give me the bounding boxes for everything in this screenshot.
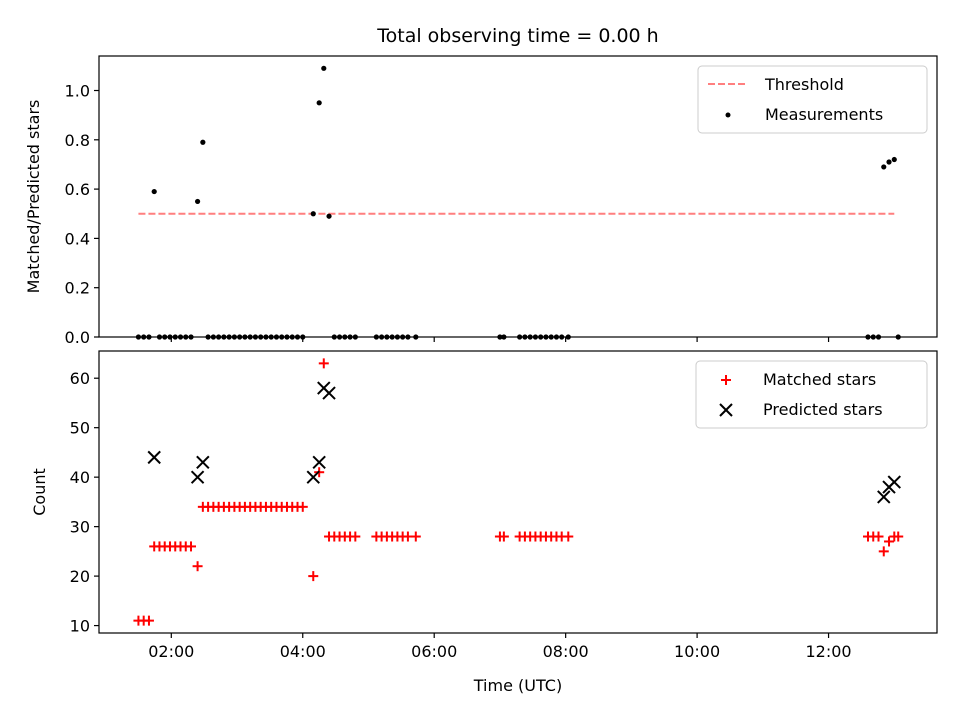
legend-measurements-swatch <box>725 112 731 118</box>
top-legend: Threshold Measurements <box>697 65 928 134</box>
top-y-tick-label: 0.6 <box>65 180 90 199</box>
bottom-x-tick-label: 10:00 <box>674 642 720 661</box>
bottom-y-tick-label: 40 <box>70 468 90 487</box>
matched-star-point <box>186 541 197 552</box>
bottom-y-tick-label: 60 <box>70 369 90 388</box>
matched-star-point <box>873 531 884 542</box>
bottom-x-tick-label: 06:00 <box>411 642 457 661</box>
legend-predicted-swatch <box>719 403 733 417</box>
legend-matched-label: Matched stars <box>763 370 876 389</box>
chart-title: Total observing time = 0.00 h <box>376 25 658 47</box>
matched-star-point <box>350 531 361 542</box>
bottom-axes-frame <box>98 350 938 634</box>
bottom-panel: 10 20 30 40 50 60 02:00 04:00 06:00 08:00 10:00 12… <box>30 350 938 695</box>
matched-star-point <box>498 531 509 542</box>
measurement-point <box>326 213 332 219</box>
top-x-ticks <box>170 337 830 342</box>
matched-star-point <box>893 531 904 542</box>
bottom-x-tick-label: 04:00 <box>280 642 326 661</box>
predicted-star-point <box>306 470 320 484</box>
matched-star-point <box>563 531 574 542</box>
top-y-axis-label: Matched/Predicted stars <box>24 100 43 294</box>
bottom-y-tick-label: 50 <box>70 419 90 438</box>
measurement-point <box>310 211 316 217</box>
bottom-plot-area <box>133 358 904 626</box>
matched-star-point <box>143 615 154 626</box>
measurement-point <box>194 198 201 205</box>
predicted-star-point <box>877 490 891 504</box>
bottom-y-tick-label: 30 <box>70 518 90 537</box>
measurement-point <box>321 65 327 71</box>
measurement-point <box>891 156 897 163</box>
top-y-tick-label: 1.0 <box>65 82 90 101</box>
predicted-star-point <box>147 450 161 465</box>
measurement-point <box>886 159 892 165</box>
measurement-point <box>881 164 887 170</box>
bottom-y-tick-label: 20 <box>70 567 90 586</box>
bottom-y-tick-label: 10 <box>70 617 90 636</box>
predicted-star-point <box>196 455 210 470</box>
predicted-star-point <box>887 475 901 489</box>
matched-star-point <box>878 546 889 557</box>
predicted-star-point <box>322 386 336 400</box>
legend-threshold-label: Threshold <box>764 75 844 94</box>
top-y-ticks: 0.0 0.2 0.4 0.6 0.8 1.0 <box>65 82 99 347</box>
measurement-point <box>200 139 206 145</box>
legend-matched-swatch <box>721 375 731 385</box>
top-y-tick-label: 0.0 <box>65 328 90 347</box>
bottom-legend: Matched stars Predicted stars <box>695 360 928 429</box>
legend-measurements-label: Measurements <box>765 105 883 124</box>
predicted-star-point <box>190 470 205 484</box>
bottom-y-axis-label: Count <box>30 468 49 516</box>
predicted-star-point <box>312 455 326 470</box>
bottom-legend-frame <box>695 360 928 429</box>
bottom-x-tick-label: 12:00 <box>805 642 851 661</box>
bottom-x-axis-label: Time (UTC) <box>473 676 562 695</box>
bottom-y-ticks: 10 20 30 40 50 60 <box>70 369 99 636</box>
matched-star-point <box>884 536 895 547</box>
matched-star-point <box>308 571 319 582</box>
measurement-point <box>151 188 157 195</box>
matched-star-point <box>192 561 203 572</box>
top-panel: 0.0 0.2 0.4 0.6 0.8 1.0 Matched/Predicted sta… <box>24 55 938 347</box>
matched-star-point <box>297 501 308 512</box>
bottom-x-tick-label: 08:00 <box>543 642 589 661</box>
bottom-x-tick-label: 02:00 <box>148 642 194 661</box>
top-legend-frame <box>697 65 928 134</box>
bottom-x-ticks: 02:00 04:00 06:00 08:00 10:00 12:00 <box>148 633 852 661</box>
top-y-tick-label: 0.8 <box>65 131 90 150</box>
top-axes-frame <box>98 55 938 338</box>
matched-star-point <box>410 531 421 542</box>
measurement-point <box>316 100 322 106</box>
matched-star-point <box>318 358 329 369</box>
top-y-tick-label: 0.2 <box>65 279 90 298</box>
top-y-tick-label: 0.4 <box>65 229 90 248</box>
legend-predicted-label: Predicted stars <box>763 400 883 419</box>
